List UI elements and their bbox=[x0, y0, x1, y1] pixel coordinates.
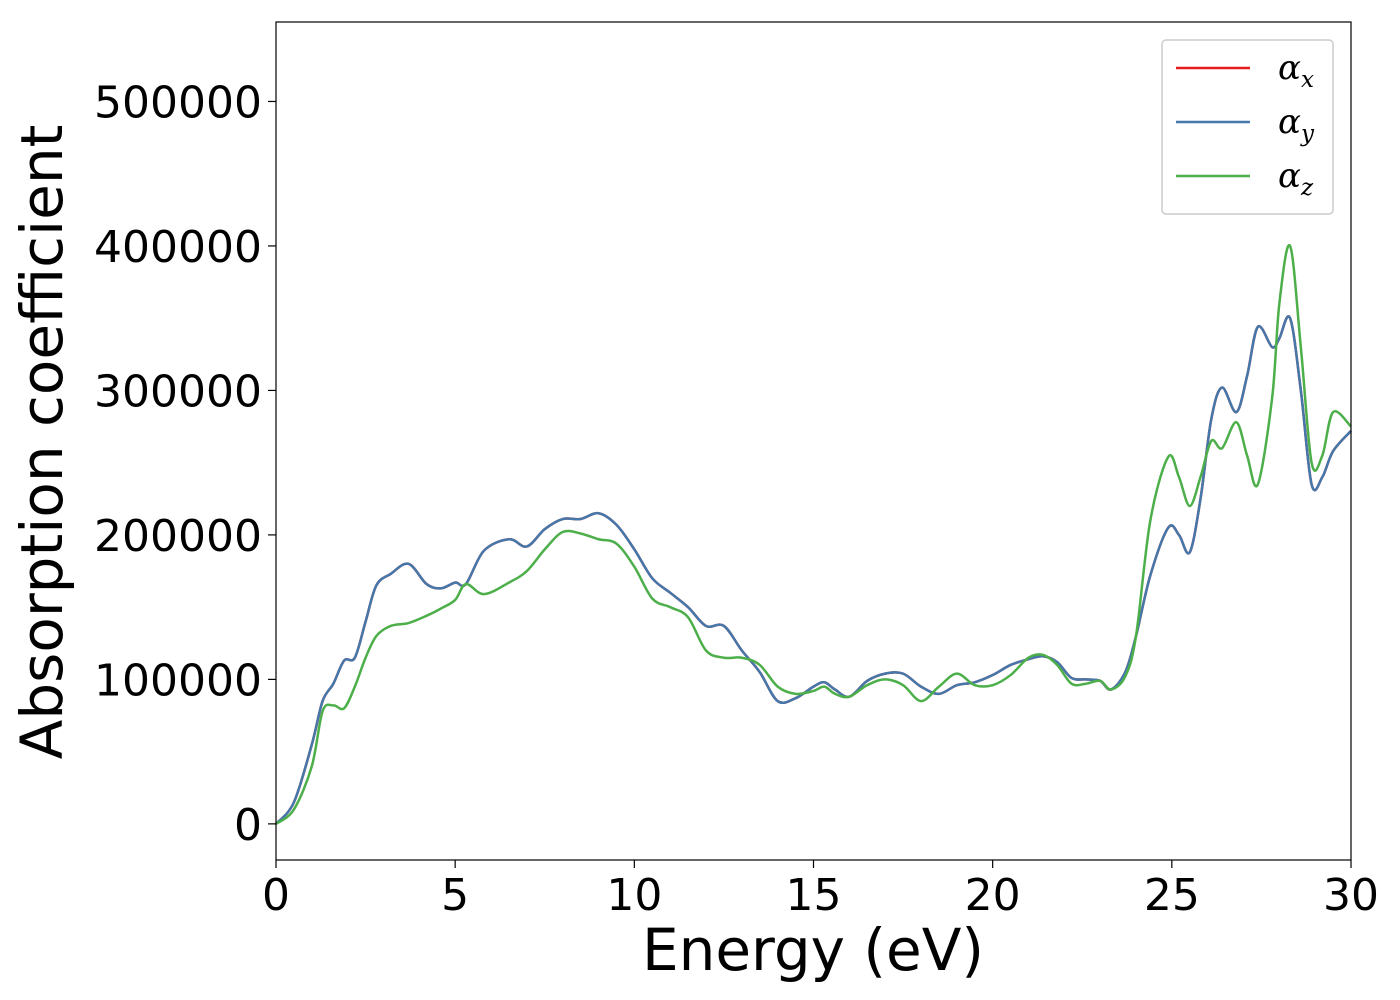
x-tick-label: 25 bbox=[1144, 870, 1200, 921]
y-tick-label: 200000 bbox=[94, 511, 262, 562]
series-layer bbox=[275, 243, 1352, 825]
y-tick-label: 0 bbox=[234, 800, 262, 851]
x-tick-label: 20 bbox=[965, 870, 1021, 921]
x-axis: 0 5 10 15 20 25 30 bbox=[262, 860, 1379, 921]
legend-label: αx bbox=[1278, 48, 1314, 93]
legend-label: αy bbox=[1278, 102, 1315, 147]
series-line-3 bbox=[275, 243, 1352, 825]
x-tick-label: 0 bbox=[262, 870, 290, 921]
y-tick-label: 300000 bbox=[94, 366, 262, 417]
x-axis-title: Energy (eV) bbox=[642, 916, 984, 984]
x-tick-label: 30 bbox=[1323, 870, 1379, 921]
y-tick-label: 100000 bbox=[94, 655, 262, 706]
x-tick-label: 15 bbox=[786, 870, 842, 921]
legend: αx αy αz bbox=[1161, 39, 1334, 215]
y-axis-title: Absorption coefficient bbox=[8, 125, 76, 760]
y-tick-label: 400000 bbox=[94, 222, 262, 273]
x-tick-label: 10 bbox=[606, 870, 662, 921]
legend-frame bbox=[1161, 39, 1334, 215]
legend-label: αz bbox=[1278, 156, 1314, 201]
y-axis: 0 100000 200000 300000 400000 500000 bbox=[94, 77, 276, 851]
x-tick-label: 5 bbox=[441, 870, 469, 921]
y-tick-label: 500000 bbox=[94, 77, 262, 128]
